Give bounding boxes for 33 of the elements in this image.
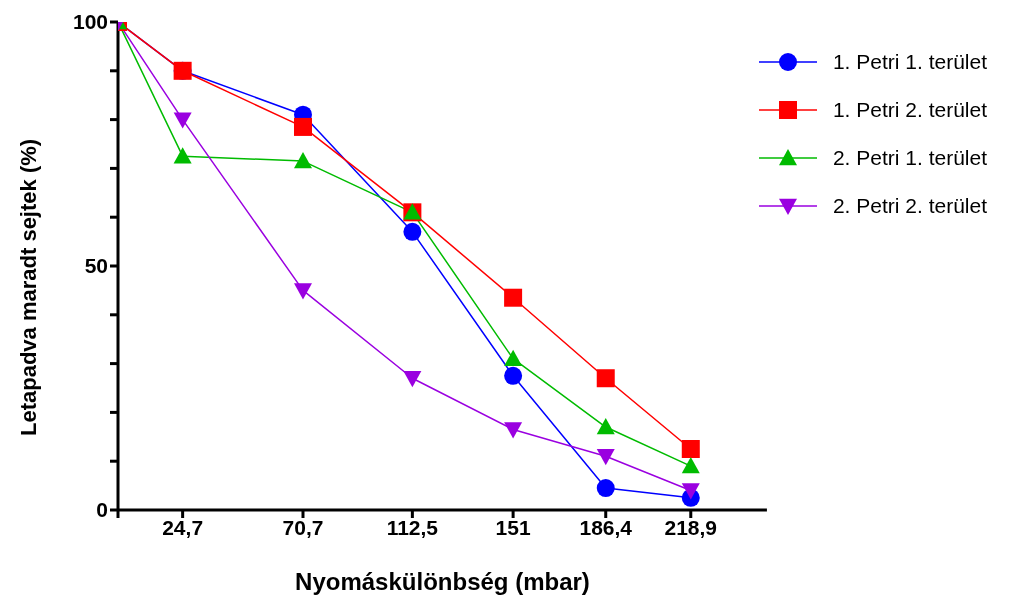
- y-tick-label: 50: [84, 254, 108, 278]
- point: [294, 152, 312, 169]
- legend-label: 1. Petri 1. terület: [832, 50, 987, 74]
- point: [504, 288, 523, 307]
- point: [294, 283, 312, 300]
- x-tick-label: 151: [495, 515, 531, 539]
- point: [504, 422, 523, 439]
- x-tick-label: 70,7: [282, 515, 324, 539]
- x-tick-label: 24,7: [162, 515, 204, 539]
- point: [504, 349, 523, 366]
- point: [596, 418, 615, 435]
- legend-label: 1. Petri 2. terület: [832, 98, 987, 122]
- point: [681, 457, 700, 474]
- x-tick-label: 186,4: [579, 515, 633, 539]
- legend-label: 2. Petri 1. terület: [832, 146, 987, 170]
- y-tick-label: 0: [96, 498, 108, 522]
- x-axis-title: Nyomáskülönbség (mbar): [295, 568, 590, 595]
- point: [681, 440, 700, 458]
- point: [294, 117, 312, 136]
- x-tick-label: 112,5: [386, 515, 439, 539]
- point: [403, 371, 422, 388]
- y-tick-label: 100: [72, 10, 108, 34]
- point: [596, 449, 615, 466]
- y-axis-title: Letapadva maradt sejtek (%): [15, 138, 41, 436]
- point: [504, 366, 523, 385]
- point: [596, 479, 615, 498]
- point: [681, 483, 700, 500]
- point: [403, 222, 422, 241]
- point: [173, 147, 192, 164]
- x-tick-label: 218,9: [664, 515, 718, 539]
- point: [173, 112, 192, 129]
- point: [596, 369, 615, 388]
- legend-label: 2. Petri 2. terület: [832, 194, 987, 218]
